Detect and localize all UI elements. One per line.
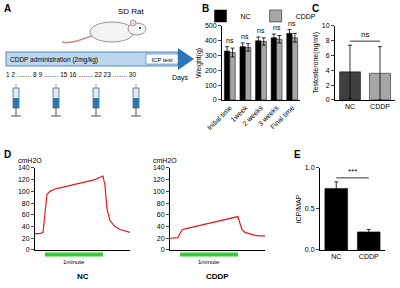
svg-text:ICP/MAP: ICP/MAP	[295, 194, 302, 223]
svg-text:120: 120	[153, 176, 165, 183]
svg-text:500: 500	[205, 22, 217, 29]
svg-text:CDDP administration (2mg/kg): CDDP administration (2mg/kg)	[10, 56, 98, 64]
svg-text:2: 2	[326, 82, 330, 89]
svg-text:4: 4	[326, 67, 330, 74]
svg-text:CDDP: CDDP	[296, 13, 316, 20]
svg-text:20: 20	[157, 235, 165, 242]
svg-text:1.0: 1.0	[305, 164, 315, 171]
svg-text:1minute: 1minute	[63, 259, 85, 265]
svg-text:NC: NC	[77, 272, 89, 281]
svg-text:D: D	[4, 149, 11, 160]
svg-text:200: 200	[205, 67, 217, 74]
svg-text:ns: ns	[273, 24, 281, 31]
svg-text:ICP test: ICP test	[151, 57, 173, 63]
svg-text:Days: Days	[172, 74, 188, 82]
svg-text:0: 0	[213, 96, 217, 103]
svg-text:10: 10	[322, 22, 330, 29]
svg-text:cmH2O: cmH2O	[153, 157, 177, 164]
svg-text:cmH2O: cmH2O	[18, 157, 42, 164]
svg-text:B: B	[202, 3, 209, 14]
svg-text:ns: ns	[288, 20, 296, 27]
svg-text:0: 0	[161, 246, 165, 253]
svg-text:SD Rat: SD Rat	[118, 7, 145, 16]
svg-text:0.0: 0.0	[305, 246, 315, 253]
svg-text:40: 40	[157, 223, 165, 230]
svg-text:6: 6	[326, 52, 330, 59]
svg-text:Weight(g): Weight(g)	[195, 48, 203, 78]
svg-text:40: 40	[22, 223, 30, 230]
svg-text:ns: ns	[241, 33, 249, 40]
svg-text:100: 100	[18, 188, 30, 195]
svg-text:A: A	[4, 3, 11, 14]
svg-text:CDDP: CDDP	[206, 272, 229, 281]
svg-text:NC: NC	[331, 253, 341, 260]
svg-text:C: C	[312, 3, 319, 14]
svg-text:Final time: Final time	[269, 104, 295, 130]
svg-text:ns: ns	[226, 37, 234, 44]
svg-text:1minute: 1minute	[198, 259, 220, 265]
svg-text:***: ***	[348, 167, 357, 176]
svg-text:60: 60	[157, 211, 165, 218]
svg-text:0: 0	[326, 96, 330, 103]
svg-text:8: 8	[326, 37, 330, 44]
svg-text:2 weeks: 2 weeks	[241, 104, 264, 127]
svg-text:0: 0	[26, 246, 30, 253]
svg-text:Testosterone(ng/ml): Testosterone(ng/ml)	[312, 32, 320, 94]
svg-text:CDDP: CDDP	[359, 253, 379, 260]
svg-text:400: 400	[205, 37, 217, 44]
svg-text:80: 80	[157, 200, 165, 207]
svg-text:E: E	[294, 149, 301, 160]
svg-text:1week: 1week	[229, 104, 249, 124]
svg-text:300: 300	[205, 52, 217, 59]
svg-text:3 weeks: 3 weeks	[257, 104, 280, 127]
svg-text:CDDP: CDDP	[370, 103, 390, 110]
svg-text:0.5: 0.5	[305, 205, 315, 212]
svg-text:140: 140	[153, 164, 165, 171]
svg-text:60: 60	[22, 211, 30, 218]
svg-text:ns: ns	[257, 27, 265, 34]
svg-text:NC: NC	[345, 103, 355, 110]
svg-text:100: 100	[205, 82, 217, 89]
svg-text:80: 80	[22, 200, 30, 207]
svg-text:1 2 ........ 8 9 ........ 15 1: 1 2 ........ 8 9 ........ 15 16 ........…	[6, 71, 136, 78]
svg-text:ns: ns	[361, 30, 369, 39]
svg-text:20: 20	[22, 235, 30, 242]
svg-text:120: 120	[18, 176, 30, 183]
svg-text:100: 100	[153, 188, 165, 195]
svg-text:140: 140	[18, 164, 30, 171]
svg-text:Initial time: Initial time	[206, 104, 233, 131]
svg-text:NC: NC	[241, 13, 251, 20]
